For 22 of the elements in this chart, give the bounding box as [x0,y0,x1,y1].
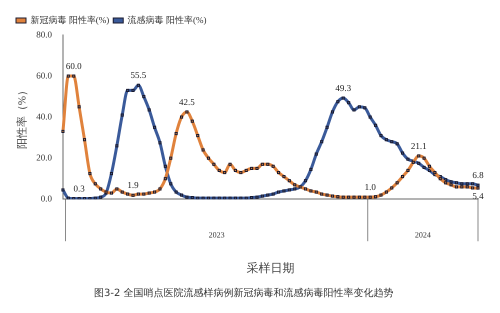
data-label: 5.4 [472,190,484,201]
data-label: 55.5 [130,70,147,80]
text: 2024 [414,230,431,240]
legend-label: 流感病毒 阳性率(%) [128,14,206,25]
data-label: 21.1 [410,140,427,151]
text: 2023 [208,230,225,240]
data-label: 1.0 [364,182,376,192]
caption: 图3-2 全国哨点医院流感样病例新冠病毒和流感病毒阳性率变化趋势 [94,286,395,300]
y-tick-label: 40.0 [36,111,52,122]
data-label: 6.8 [472,170,484,180]
data-label: 60.0 [66,60,82,71]
legend-label: 新冠病毒 阳性率(%) [30,14,110,25]
data-label: 42.5 [179,96,196,107]
y-tick-label: 0.0 [40,194,52,204]
y-tick-label: 60.0 [36,70,52,80]
y-axis-title: 阳性率（%） [15,85,28,150]
x-axis-title: 采样日期 [246,260,294,275]
y-tick-label: 80.0 [36,29,52,40]
data-label: 49.3 [335,82,352,93]
data-label: 1.9 [127,180,140,190]
data-label: 0.3 [73,183,86,194]
y-tick-label: 20.0 [36,152,52,163]
